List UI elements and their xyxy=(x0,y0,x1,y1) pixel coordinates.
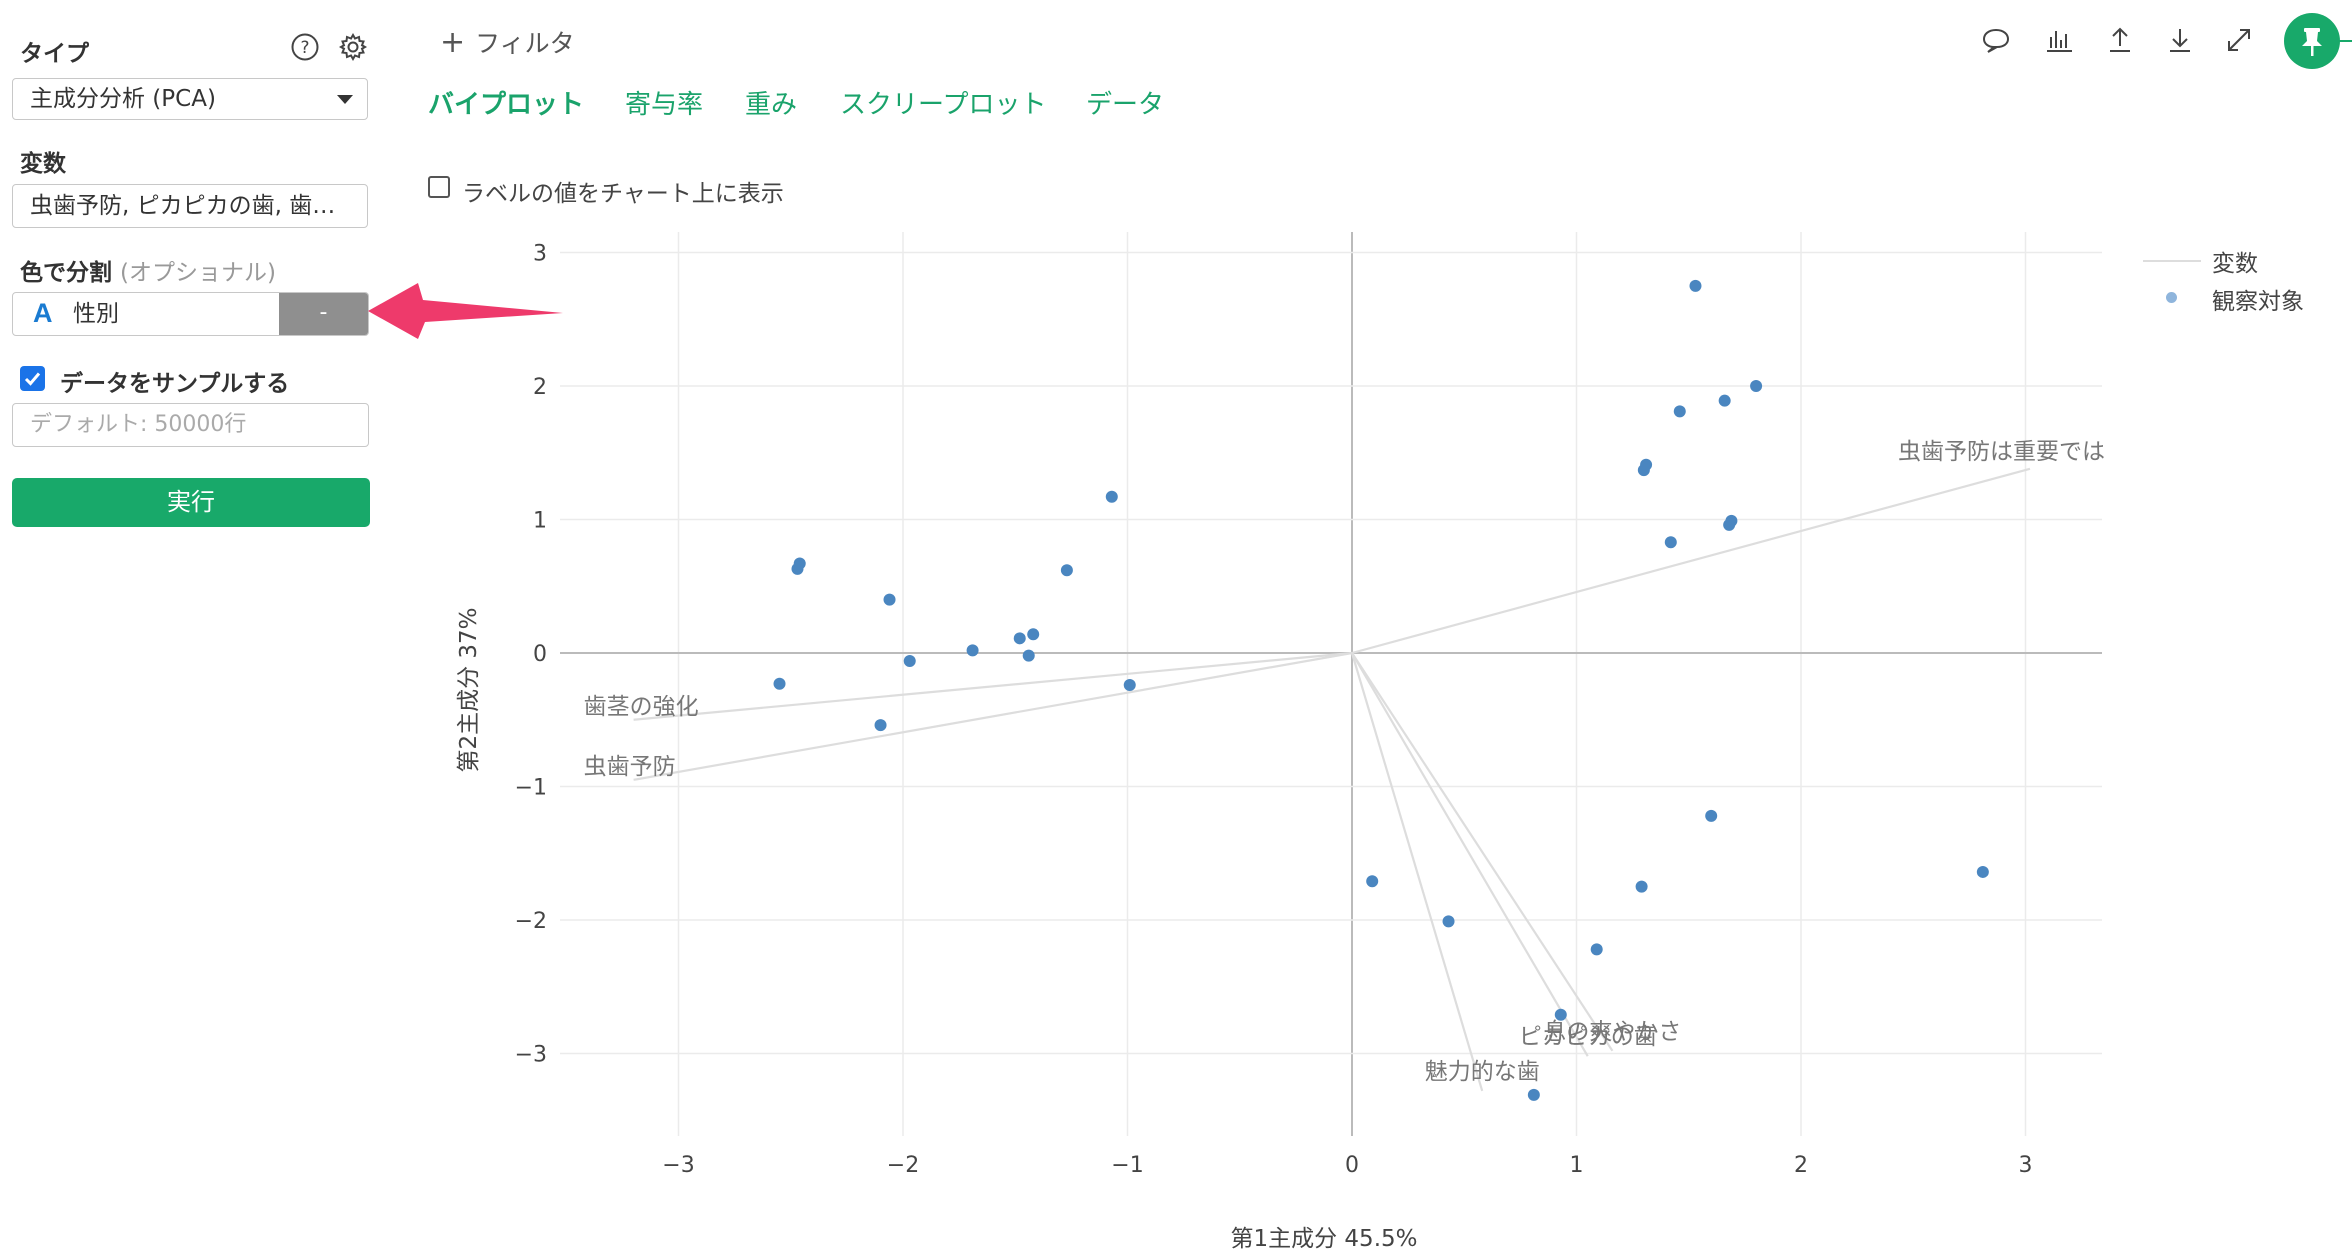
show-labels-checkbox[interactable] xyxy=(428,176,450,198)
data-point xyxy=(1105,490,1118,503)
data-point xyxy=(1366,875,1379,888)
variables-label: 変数 xyxy=(20,151,66,177)
data-point xyxy=(1442,915,1455,928)
analysis-type-value: 主成分分析 (PCA) xyxy=(30,86,216,112)
chart-icon[interactable] xyxy=(2043,24,2075,56)
comment-icon[interactable] xyxy=(1980,24,2012,56)
variable-vector xyxy=(633,651,1353,721)
variable-vector-label: 魅力的な歯 xyxy=(1425,1059,1540,1085)
chevron-down-icon xyxy=(337,95,353,104)
legend-label-variables: 変数 xyxy=(2212,251,2258,277)
data-point xyxy=(1673,405,1686,418)
y-tick-label: −1 xyxy=(515,776,547,801)
y-tick-label: 2 xyxy=(533,375,547,400)
plus-icon: + xyxy=(440,25,466,60)
variable-vector-label: 歯茎の強化 xyxy=(584,694,699,720)
legend-label-observations: 観察対象 xyxy=(2212,289,2304,315)
text-type-icon: A xyxy=(33,298,53,328)
color-split-value: 性別 xyxy=(73,301,119,327)
x-tick-label: 0 xyxy=(1345,1153,1359,1178)
y-tick-label: −2 xyxy=(515,909,547,934)
variable-vector xyxy=(633,651,1353,781)
color-split-clear-button[interactable]: - xyxy=(279,293,368,335)
y-tick-label: 0 xyxy=(533,642,547,667)
variable-vector-label: 虫歯予防は重要では xyxy=(1898,439,2105,465)
color-split-title: 色で分割 xyxy=(20,260,112,286)
data-point xyxy=(1750,380,1763,392)
help-icon[interactable]: ? xyxy=(290,32,324,66)
data-point xyxy=(1976,865,1989,878)
data-point xyxy=(1027,628,1040,641)
x-tick-label: −2 xyxy=(887,1153,919,1178)
pin-button[interactable] xyxy=(2284,13,2340,69)
sample-size-input[interactable]: デフォルト: 50000行 xyxy=(12,403,369,447)
y-tick-label: −3 xyxy=(515,1043,547,1068)
x-axis-label: 第1主成分 45.5% xyxy=(1230,1226,1417,1252)
data-point xyxy=(1723,518,1736,531)
variable-vector-label: ピカピカの歯 xyxy=(1519,1024,1657,1050)
data-point xyxy=(791,562,804,575)
data-point xyxy=(1718,394,1731,407)
variable-vector xyxy=(1351,652,1589,1057)
variables-field[interactable]: 虫歯予防, ピカピカの歯, 歯… xyxy=(12,184,368,228)
data-point xyxy=(773,677,786,690)
data-point xyxy=(1554,1008,1567,1021)
data-point xyxy=(874,719,887,732)
legend-dot-swatch xyxy=(2166,292,2177,303)
upload-icon[interactable] xyxy=(2104,24,2136,56)
tab-data[interactable]: データ xyxy=(1086,90,1165,120)
tab-biplot[interactable]: バイプロット xyxy=(428,90,585,120)
data-point xyxy=(1637,464,1650,477)
pin-icon xyxy=(2302,28,2322,56)
x-tick-label: 2 xyxy=(1794,1153,1808,1178)
variable-vector xyxy=(1351,467,2031,655)
data-point xyxy=(883,593,896,606)
optional-hint: (オプショナル) xyxy=(120,260,276,286)
variable-vector-label: 虫歯予防 xyxy=(584,754,676,780)
sample-data-label: データをサンプルする xyxy=(60,371,290,397)
data-point xyxy=(1689,279,1702,292)
variable-vector-label: 息の爽やかさ xyxy=(1543,1019,1681,1045)
analysis-type-select[interactable]: 主成分分析 (PCA) xyxy=(12,78,368,120)
show-labels-label: ラベルの値をチャート上に表示 xyxy=(462,181,784,207)
type-label: タイプ xyxy=(20,41,89,67)
legend-line-swatch xyxy=(2143,260,2201,262)
data-point xyxy=(1022,649,1035,662)
data-point xyxy=(1013,632,1026,645)
gear-icon[interactable] xyxy=(338,32,372,66)
tab-scree-plot[interactable]: スクリープロット xyxy=(840,90,1047,120)
variable-vector xyxy=(1351,652,1614,1052)
data-point xyxy=(1590,943,1603,956)
x-tick-label: 3 xyxy=(2019,1153,2033,1178)
sample-data-checkbox[interactable] xyxy=(20,366,45,391)
pin-divider xyxy=(2338,40,2352,42)
x-tick-label: −3 xyxy=(662,1153,694,1178)
svg-text:?: ? xyxy=(300,38,309,58)
x-tick-label: 1 xyxy=(1570,1153,1584,1178)
run-button[interactable]: 実行 xyxy=(12,478,370,527)
download-icon[interactable] xyxy=(2164,24,2196,56)
data-point xyxy=(1664,536,1677,549)
y-axis-label: 第2主成分 37% xyxy=(456,607,482,772)
data-point xyxy=(1060,564,1073,577)
color-split-field[interactable]: A 性別 - xyxy=(12,292,369,336)
settings-panel: タイプ ? 主成分分析 (PCA) 変数 虫歯予防, ピカピカの歯, 歯… 色で… xyxy=(0,0,384,1254)
data-point xyxy=(1705,809,1718,822)
color-split-label: 色で分割 (オプショナル) xyxy=(20,253,276,287)
expand-icon[interactable] xyxy=(2223,24,2255,56)
y-tick-label: 3 xyxy=(533,242,547,267)
tab-weights[interactable]: 重み xyxy=(745,90,798,120)
variable-vector xyxy=(1350,652,1484,1092)
tab-contribution[interactable]: 寄与率 xyxy=(625,90,704,120)
filter-label: フィルタ xyxy=(475,29,575,58)
data-point xyxy=(903,655,916,668)
filter-button[interactable]: + フィルタ xyxy=(440,24,575,60)
x-tick-label: −1 xyxy=(1111,1153,1143,1178)
y-tick-label: 1 xyxy=(533,509,547,534)
data-point xyxy=(1527,1088,1540,1101)
data-point xyxy=(966,644,979,657)
data-point xyxy=(1635,880,1648,893)
data-point xyxy=(1123,679,1136,692)
